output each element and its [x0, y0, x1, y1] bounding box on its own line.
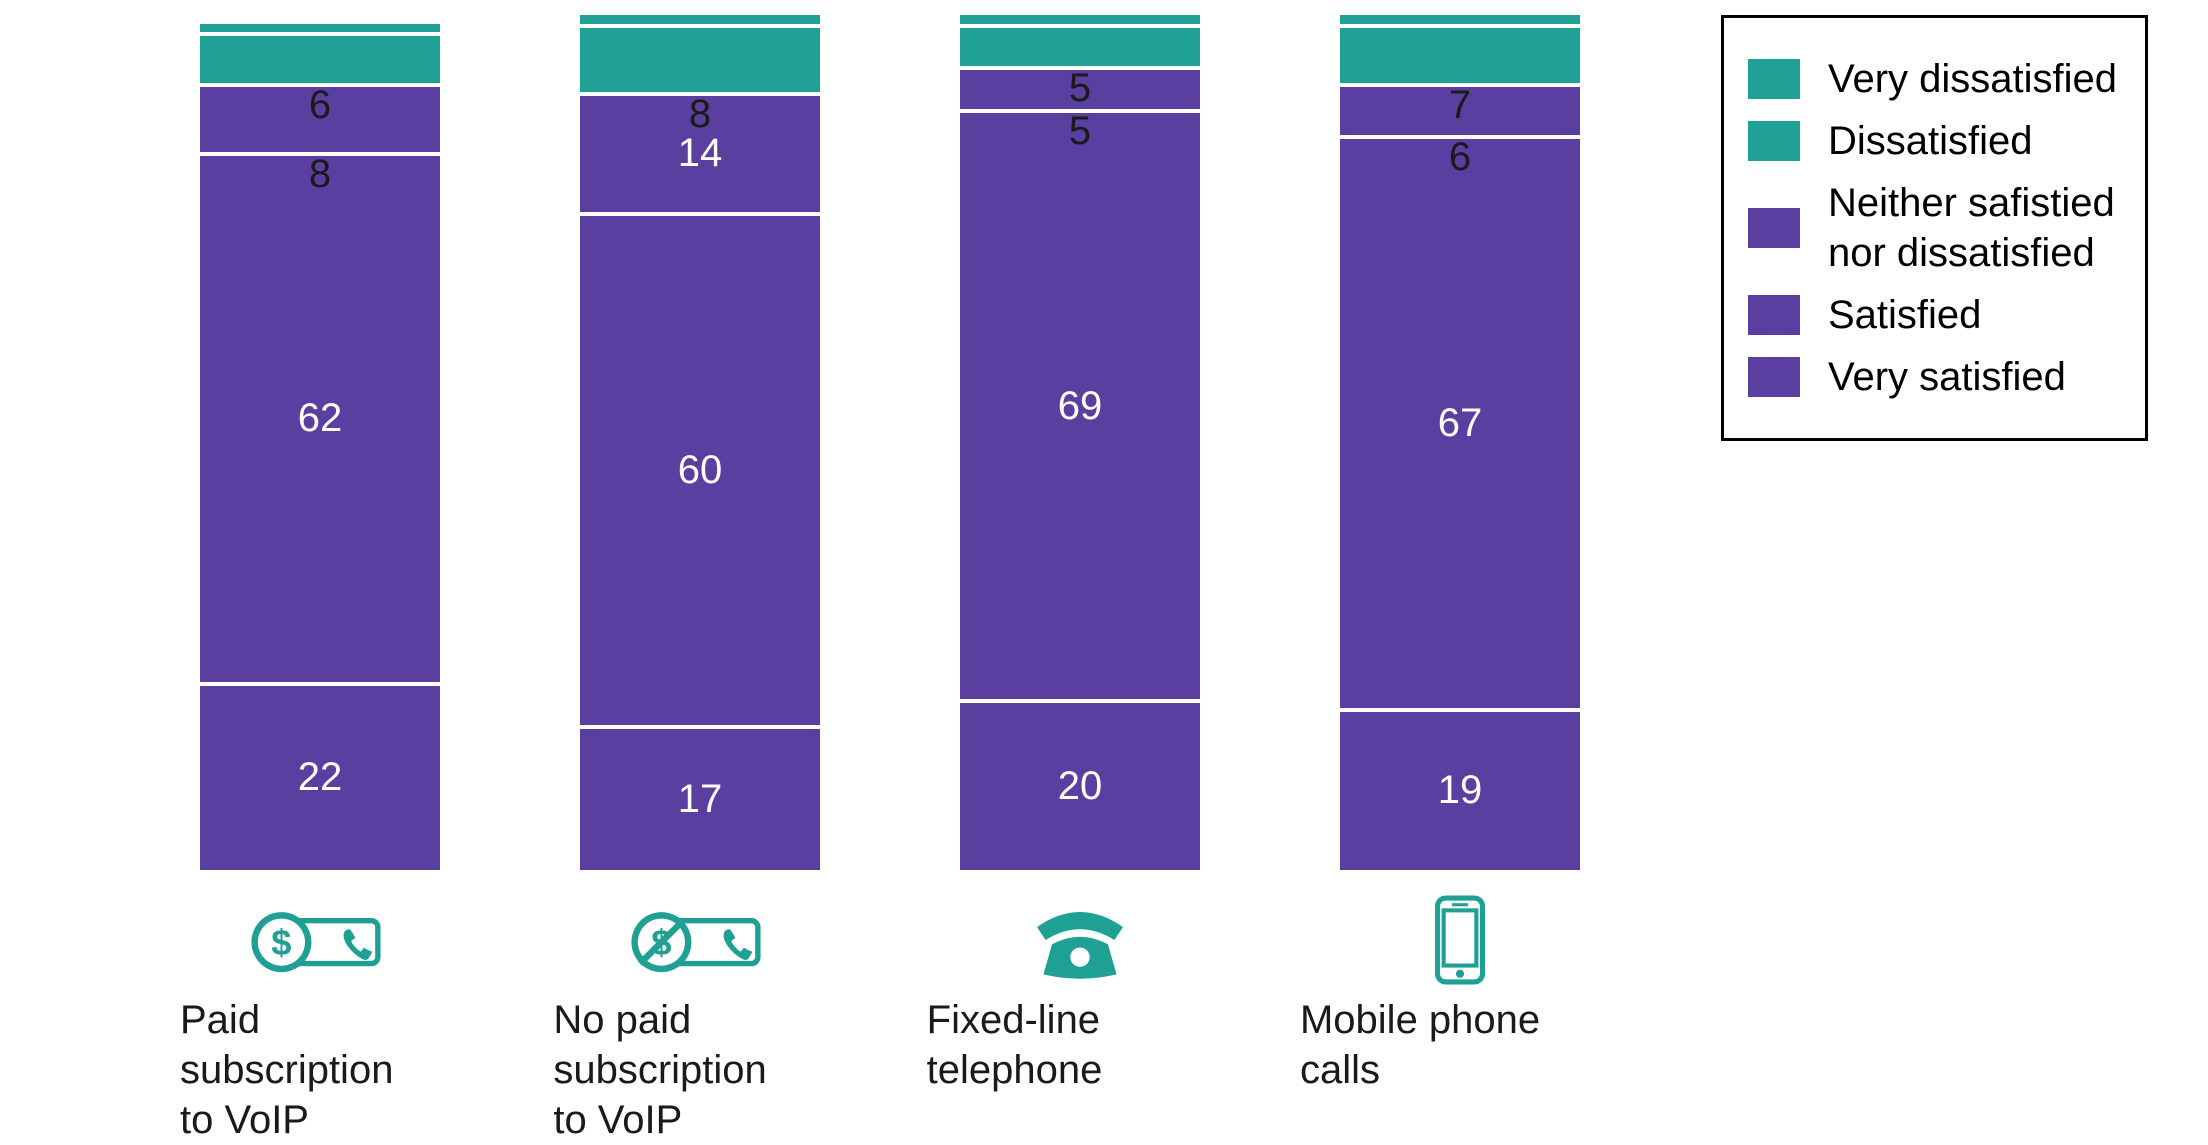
segment-satisfied: 67 — [1340, 135, 1580, 708]
category-label: Mobile phone calls — [1300, 995, 1600, 1145]
mobile-phone-icon — [1340, 895, 1580, 985]
legend-label: Very dissatisfied — [1828, 54, 2117, 104]
segment-satisfied: 62 — [200, 152, 440, 682]
segment-very_satisfied: 17 — [580, 725, 820, 870]
legend-swatch — [1748, 121, 1800, 161]
segment-value-label: 5 — [1069, 109, 1091, 154]
legend-item-dissatisfied: Dissatisfied — [1748, 116, 2117, 166]
segment-value-label: 22 — [298, 755, 343, 800]
category-label: No paid subscription to VoIP — [553, 995, 853, 1145]
segment-value-label: 8 — [309, 152, 331, 197]
stacked-bar: 8146017 — [580, 15, 820, 870]
segment-dissatisfied: 6 — [200, 32, 440, 83]
segment-very_dissatisfied — [960, 15, 1200, 24]
segment-value-label: 60 — [678, 448, 723, 493]
legend-label: Neither safistied nor dissatisfied — [1828, 178, 2115, 278]
stacked-bar: 556920 — [960, 15, 1200, 870]
segment-value-label: 14 — [678, 131, 723, 176]
bar-column-no_paid_voip: 8146017 — [580, 15, 820, 870]
bar-column-fixed_line: 556920 — [960, 15, 1200, 870]
legend-swatch — [1748, 295, 1800, 335]
legend-item-very_dissatisfied: Very dissatisfied — [1748, 54, 2117, 104]
segment-dissatisfied: 8 — [580, 24, 820, 92]
segment-very_satisfied: 22 — [200, 682, 440, 870]
segment-dissatisfied: 5 — [960, 24, 1200, 67]
category-icon-row: $$ — [200, 895, 1580, 985]
segment-value-label: 67 — [1438, 401, 1483, 446]
category-label: Paid subscription to VoIP — [180, 995, 480, 1145]
classic-phone-icon — [960, 895, 1200, 985]
legend-swatch — [1748, 208, 1800, 248]
segment-satisfied: 60 — [580, 212, 820, 725]
dollar-strike-phone-tag-icon: $ — [580, 895, 820, 985]
segment-value-label: 62 — [298, 396, 343, 441]
segment-very_satisfied: 20 — [960, 699, 1200, 870]
segment-very_dissatisfied — [200, 24, 440, 33]
segment-value-label: 5 — [1069, 66, 1091, 111]
satisfaction-stacked-bar-chart: 6862228146017556920766719 $$ Paid subscr… — [0, 0, 2208, 1113]
chart-plot-area: 6862228146017556920766719 — [200, 15, 1580, 870]
legend: Very dissatisfied Dissatisfied Neither saf… — [1721, 15, 2148, 441]
legend-label: Satisfied — [1828, 290, 1981, 340]
segment-value-label: 69 — [1058, 384, 1103, 429]
legend-item-very_satisfied: Very satisfied — [1748, 352, 2117, 402]
legend-swatch — [1748, 59, 1800, 99]
bar-column-mobile: 7 6 67 19 — [1340, 15, 1580, 870]
segment-value-label: 6 — [1449, 135, 1471, 180]
stacked-bar: 6 8 62 22 — [200, 24, 440, 870]
segment-very_dissatisfied — [580, 15, 820, 24]
segment-value-label: 19 — [1438, 768, 1483, 813]
segment-very_satisfied: 19 — [1340, 708, 1580, 870]
segment-value-label: 6 — [309, 83, 331, 128]
category-label-row: Paid subscription to VoIP No paid subscri… — [180, 995, 1600, 1145]
segment-value-label: 17 — [678, 777, 723, 822]
stacked-bar: 7 6 67 19 — [1340, 15, 1580, 870]
legend-label: Very satisfied — [1828, 352, 2066, 402]
segment-very_dissatisfied — [1340, 15, 1580, 24]
svg-text:$: $ — [271, 922, 291, 963]
legend-label: Dissatisfied — [1828, 116, 2033, 166]
segment-dissatisfied: 7 — [1340, 24, 1580, 84]
segment-value-label: 20 — [1058, 764, 1103, 809]
bar-column-paid_voip: 6 8 62 22 — [200, 15, 440, 870]
category-label: Fixed-line telephone — [927, 995, 1227, 1145]
segment-satisfied: 69 — [960, 109, 1200, 699]
segment-value-label: 8 — [689, 92, 711, 137]
legend-item-satisfied: Satisfied — [1748, 290, 2117, 340]
legend-swatch — [1748, 357, 1800, 397]
legend-item-neither: Neither safistied nor dissatisfied — [1748, 178, 2117, 278]
dollar-phone-tag-icon: $ — [200, 895, 440, 985]
segment-value-label: 7 — [1449, 83, 1471, 128]
